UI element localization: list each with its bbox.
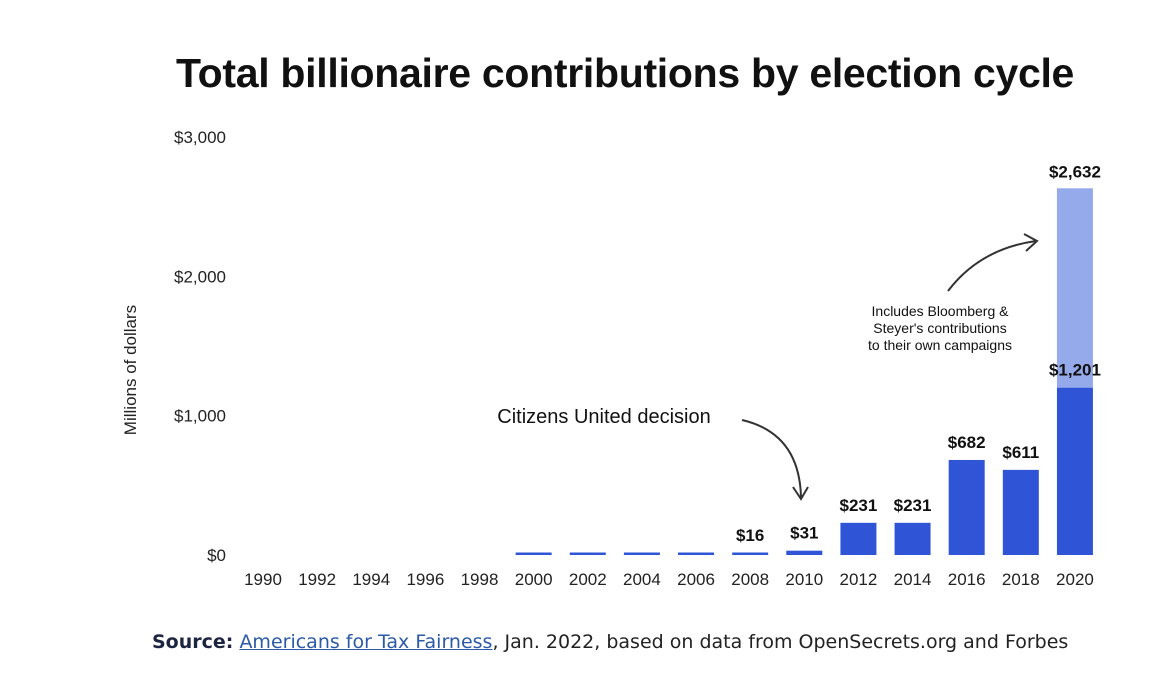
bar [1002,469,1039,555]
data-label: $611 [1002,443,1039,462]
data-label: $31 [790,524,818,543]
x-tick-label: 2010 [785,570,823,589]
y-tick-label: $1,000 [174,407,226,426]
bar-segment-extra [1056,188,1093,388]
bar [894,522,931,555]
data-label: $231 [840,496,878,515]
annotation-self-funding: Steyer's contributions [873,320,1006,336]
x-tick-label: 2016 [948,570,986,589]
x-tick-label: 1992 [298,570,336,589]
x-tick-label: 1990 [244,570,282,589]
source-label: Source: [152,631,234,653]
y-tick-label: $0 [207,546,226,565]
x-tick-label: 2012 [840,570,878,589]
bar [840,522,877,555]
bar [732,552,769,555]
bar [569,552,606,555]
bar [786,550,823,555]
y-axis-label: Millions of dollars [121,305,140,435]
data-label: $16 [736,526,764,545]
arrow-head-icon [792,486,809,501]
bar [515,552,552,555]
data-label: $682 [948,433,986,452]
bar [1056,387,1093,555]
annotation-arrow [741,419,802,498]
annotation-citizens-united: Citizens United decision [497,406,710,428]
x-tick-label: 2006 [677,570,715,589]
annotation-arrow [947,240,1037,292]
x-tick-label: 1994 [352,570,390,589]
annotation-self-funding: to their own campaigns [868,337,1012,353]
x-tick-label: 2018 [1002,570,1040,589]
data-label: $231 [894,496,932,515]
y-tick-label: $3,000 [174,128,226,147]
x-tick-label: 1998 [461,570,499,589]
x-tick-label: 2008 [731,570,769,589]
source-rest: , Jan. 2022, based on data from OpenSecr… [492,631,1069,653]
x-tick-label: 2014 [894,570,932,589]
data-label: $2,632 [1049,162,1101,181]
source-link[interactable]: Americans for Tax Fairness [239,631,493,653]
chart-title: Total billionaire contributions by elect… [175,50,1075,96]
arrow-head-icon [1023,233,1039,252]
x-tick-label: 2004 [623,570,661,589]
x-tick-label: 2002 [569,570,607,589]
bar [948,459,985,555]
data-label: $1,201 [1049,361,1101,380]
x-tick-label: 2020 [1056,570,1094,589]
bar [678,552,715,555]
bar [623,552,660,555]
annotation-self-funding: Includes Bloomberg & [872,303,1010,319]
x-tick-label: 1996 [406,570,444,589]
y-tick-label: $2,000 [174,267,226,286]
source-line: Source: Americans for Tax Fairness, Jan.… [152,631,1068,653]
x-tick-label: 2000 [515,570,553,589]
